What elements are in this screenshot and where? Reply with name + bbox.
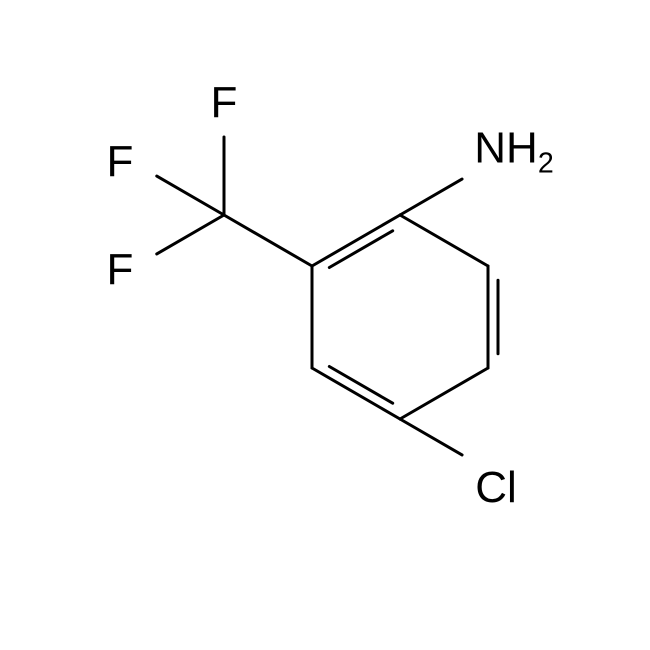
atom-label-f1: F <box>211 78 238 128</box>
atom-label-f3: F <box>107 245 134 295</box>
atom-label-nh2: NH2 <box>474 124 553 181</box>
atom-label-f2: F <box>107 137 134 187</box>
atom-label-cl: Cl <box>475 463 517 513</box>
molecule-diagram: NH2 Cl F F F <box>0 0 650 650</box>
bonds-layer <box>0 0 650 650</box>
